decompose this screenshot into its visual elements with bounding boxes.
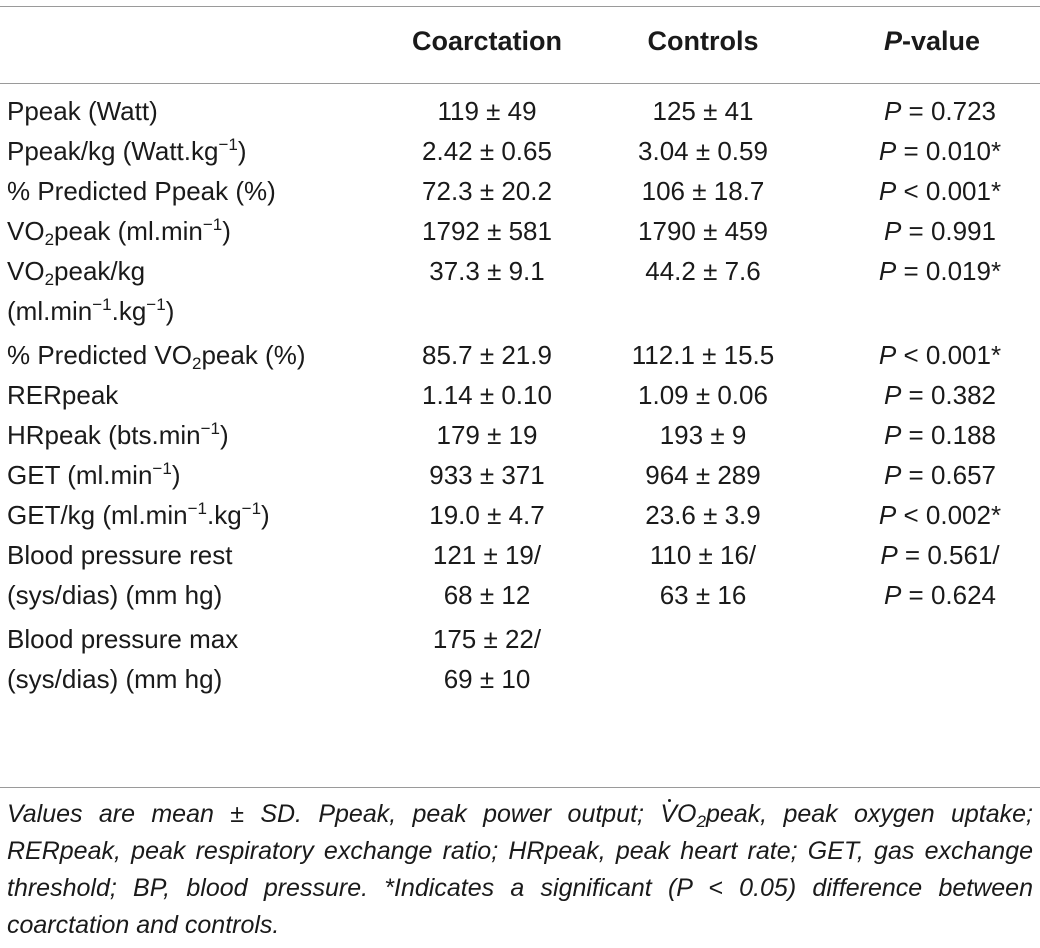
p-value — [824, 619, 1040, 699]
controls-value: 1790 ± 459 — [638, 216, 768, 246]
controls-value: 3.04 ± 0.59 — [638, 136, 768, 166]
coarctation-value: 933 ± 371 — [429, 460, 545, 490]
coarctation-value: 121 ± 19/68 ± 12 — [432, 540, 542, 610]
table-top-rule — [0, 6, 1040, 7]
row-label: HRpeak (bts.min−1) — [7, 419, 229, 450]
header-controls: Controls — [647, 26, 759, 56]
table-row: GET (ml.min−1) 933 ± 371 964 ± 289 P = 0… — [0, 455, 1040, 495]
vo2-dot-notation: VO2 — [660, 796, 706, 833]
row-label: VO2peak (ml.min−1) — [7, 215, 231, 249]
controls-value: 112.1 ± 15.5 — [631, 340, 775, 370]
coarctation-value: 1.14 ± 0.10 — [422, 380, 552, 410]
table-row: Ppeak/kg (Watt.kg−1) 2.42 ± 0.65 3.04 ± … — [0, 131, 1040, 171]
p-value: P < 0.002* — [878, 500, 1002, 530]
table-row: VO2peak (ml.min−1) 1792 ± 581 1790 ± 459… — [0, 211, 1040, 251]
coarctation-value: 85.7 ± 21.9 — [422, 340, 552, 370]
row-label: GET (ml.min−1) — [7, 459, 181, 490]
controls-value: 23.6 ± 3.9 — [645, 500, 761, 530]
table-row: RERpeak 1.14 ± 0.10 1.09 ± 0.06 P = 0.38… — [0, 375, 1040, 415]
p-value: P = 0.723 — [883, 96, 997, 126]
p-value: P = 0.991 — [883, 216, 997, 246]
exercise-results-table: Coarctation Controls P-value Ppeak (Watt… — [0, 0, 1040, 699]
table-row: HRpeak (bts.min−1) 179 ± 19 193 ± 9 P = … — [0, 415, 1040, 455]
table-row: Ppeak (Watt) 119 ± 49 125 ± 41 P = 0.723 — [0, 83, 1040, 131]
controls-value — [582, 619, 824, 699]
controls-value: 193 ± 9 — [659, 420, 747, 450]
table-row: GET/kg (ml.min−1.kg−1) 19.0 ± 4.7 23.6 ±… — [0, 495, 1040, 535]
coarctation-value: 72.3 ± 20.2 — [422, 176, 552, 206]
row-label: % Predicted Ppeak (%) — [7, 176, 276, 206]
coarctation-value: 37.3 ± 9.1 — [429, 256, 545, 286]
controls-value: 964 ± 289 — [645, 460, 761, 490]
coarctation-value: 1792 ± 581 — [422, 216, 552, 246]
row-label: GET/kg (ml.min−1.kg−1) — [7, 499, 270, 530]
coarctation-value: 19.0 ± 4.7 — [429, 500, 545, 530]
coarctation-value: 119 ± 49 — [437, 96, 537, 126]
coarctation-value: 179 ± 19 — [436, 420, 538, 450]
controls-value: 106 ± 18.7 — [641, 176, 765, 206]
row-label: % Predicted VO2peak (%) — [7, 340, 306, 373]
row-label: Blood pressure rest (sys/dias) (mm hg) — [7, 540, 233, 610]
header-row: Coarctation Controls P-value — [0, 0, 1040, 83]
table-row: Blood pressure max (sys/dias) (mm hg) 175… — [0, 619, 1040, 699]
table-row: % Predicted VO2peak (%) 85.7 ± 21.9 112.… — [0, 335, 1040, 375]
p-value: P = 0.019* — [878, 256, 1002, 286]
controls-value: 110 ± 16/63 ± 16 — [649, 540, 757, 610]
coarctation-value: 175 ± 22/69 ± 10 — [432, 624, 542, 694]
header-coarctation: Coarctation — [411, 26, 563, 56]
coarctation-value: 2.42 ± 0.65 — [422, 136, 552, 166]
table-row: Blood pressure rest (sys/dias) (mm hg) 12… — [0, 535, 1040, 619]
table-header-rule — [0, 83, 1040, 84]
p-value: P = 0.657 — [883, 460, 997, 490]
controls-value: 125 ± 41 — [652, 96, 754, 126]
row-label: Ppeak (Watt) — [7, 96, 158, 126]
row-label: Ppeak/kg (Watt.kg−1) — [7, 135, 247, 166]
p-value: P < 0.001* — [878, 176, 1002, 206]
p-value: P = 0.382 — [883, 380, 997, 410]
p-value: P = 0.561/P = 0.624 — [880, 540, 1000, 610]
table-bottom-rule — [0, 787, 1040, 788]
row-label: Blood pressure max (sys/dias) (mm hg) — [7, 624, 239, 694]
row-label: VO2peak/kg (ml.min−1.kg−1) — [7, 256, 175, 326]
row-label: RERpeak — [7, 380, 119, 410]
table-row: VO2peak/kg (ml.min−1.kg−1) 37.3 ± 9.1 44.… — [0, 251, 1040, 335]
header-variable — [0, 0, 392, 83]
controls-value: 1.09 ± 0.06 — [638, 380, 768, 410]
table-footnote: Values are mean ± SD. Ppeak, peak power … — [7, 796, 1033, 944]
p-value: P = 0.188 — [883, 420, 997, 450]
controls-value: 44.2 ± 7.6 — [645, 256, 761, 286]
header-pvalue: P-value — [883, 26, 981, 56]
p-value: P < 0.001* — [878, 340, 1002, 370]
p-value: P = 0.010* — [878, 136, 1002, 166]
table-row: % Predicted Ppeak (%) 72.3 ± 20.2 106 ± … — [0, 171, 1040, 211]
